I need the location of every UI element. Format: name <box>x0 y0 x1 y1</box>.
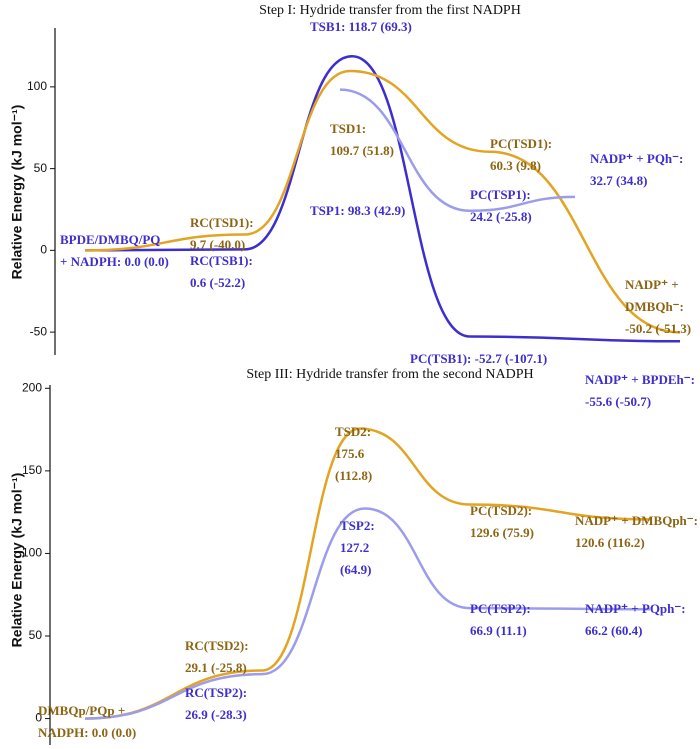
energy-curve <box>84 69 681 334</box>
point-label: NADP⁺ + BPDEh⁻: -55.6 (-50.7) <box>585 372 695 409</box>
point-label: RC(TSP2): 26.9 (-28.3) <box>185 685 247 722</box>
y-tick-label: 150 <box>22 463 42 477</box>
point-label: PC(TSP1): 24.2 (-25.8) <box>470 187 532 224</box>
point-label: NADP⁺ + DMBQph⁻: 120.6 (116.2) <box>575 513 698 550</box>
point-label: PC(TSP2): 66.9 (11.1) <box>470 601 531 638</box>
point-label: RC(TSB1): 0.6 (-52.2) <box>190 253 253 290</box>
energy-curve <box>84 427 651 720</box>
energy-curve <box>339 88 576 213</box>
point-label: RC(TSD2): 29.1 (-25.8) <box>185 638 249 675</box>
energy-curve <box>84 507 651 720</box>
point-label: NADP⁺ + PQh⁻: 32.7 (34.8) <box>590 151 683 188</box>
point-label: TSD1: 109.7 (51.8) <box>330 121 394 158</box>
y-tick-label: 200 <box>22 380 42 394</box>
point-label: TSD2: 175.6 (112.8) <box>335 424 372 483</box>
point-label: TSP1: 98.3 (42.9) <box>310 203 405 218</box>
y-axis-label: Relative Energy (kJ mol⁻¹) <box>9 473 25 648</box>
y-axis-label: Relative Energy (kJ mol⁻¹) <box>9 105 25 280</box>
panel-title: Step III: Hydride transfer from the seco… <box>246 367 533 382</box>
y-tick-label: 0 <box>35 711 42 725</box>
y-tick-label: 50 <box>29 628 43 642</box>
energy-curve <box>84 55 681 343</box>
point-label: TSP2: 127.2 (64.9) <box>340 518 375 577</box>
y-tick-label: 100 <box>22 546 42 560</box>
point-label: TSB1: 118.7 (69.3) <box>310 19 412 34</box>
y-tick-label: 0 <box>40 243 47 257</box>
panel-title: Step I: Hydride transfer from the first … <box>259 3 521 18</box>
y-tick-label: 50 <box>34 161 48 175</box>
point-label: NADP⁺ + DMBQh⁻: -50.2 (-51.3) <box>625 277 691 336</box>
y-tick-label: -50 <box>30 324 48 338</box>
point-label: RC(TSD1): 9.7 (-40.0) <box>190 215 254 252</box>
point-label: PC(TSB1): -52.7 (-107.1) <box>410 351 547 366</box>
point-label: PC(TSD2): 129.6 (75.9) <box>470 503 534 540</box>
y-tick-label: 100 <box>27 79 47 93</box>
start-label: BPDE/DMBQ/PQ + NADPH: 0.0 (0.0) <box>60 232 169 269</box>
point-label: PC(TSD1): 60.3 (9.8) <box>490 136 552 173</box>
start-label: DMBQp/PQp + NADPH: 0.0 (0.0) <box>38 703 136 740</box>
point-label: NADP⁺ + PQph⁻: 66.2 (60.4) <box>585 601 686 638</box>
